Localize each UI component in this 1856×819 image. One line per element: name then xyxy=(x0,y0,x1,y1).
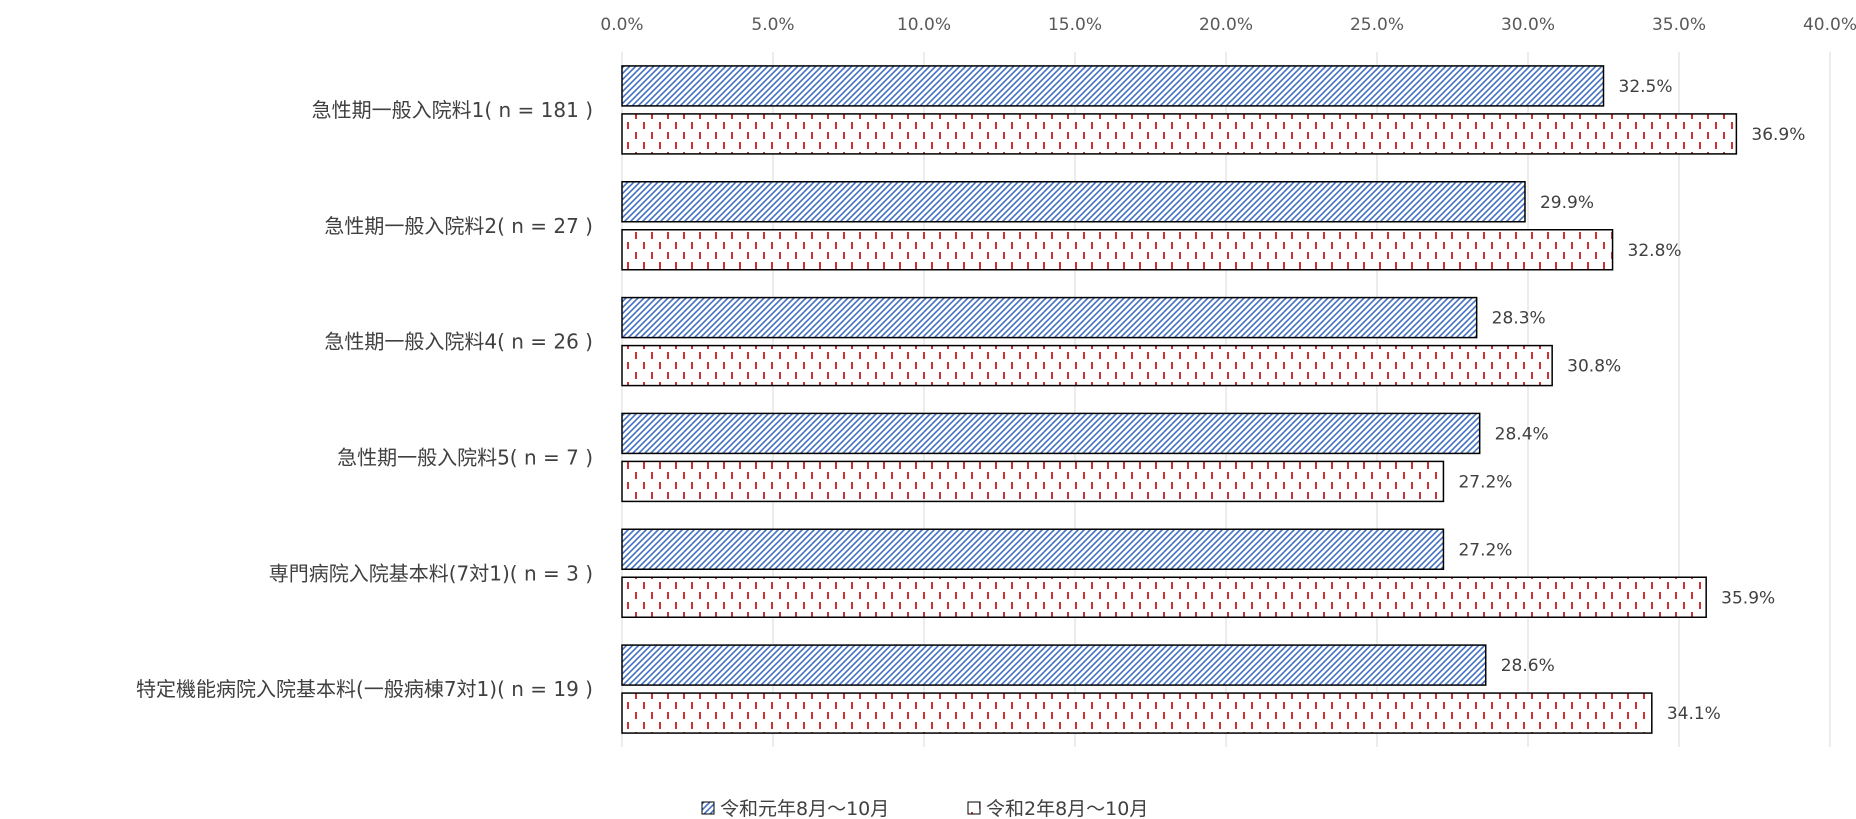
bar-series-1 xyxy=(621,412,1481,455)
y-axis: 急性期一般入院料1( n = 181 ) 急性期一般入院料2( n = 27 ) 急… xyxy=(136,98,593,701)
bar-series-2 xyxy=(621,576,1707,618)
data-label: 30.8% xyxy=(1567,357,1621,377)
data-label: 34.1% xyxy=(1667,704,1721,724)
data-label: 36.9% xyxy=(1751,125,1805,145)
bar-series-2 xyxy=(621,113,1738,155)
bar-series-2 xyxy=(621,460,1445,503)
bar-series-2 xyxy=(621,229,1614,271)
legend: 令和元年8月〜10月 令和2年8月〜10月 xyxy=(701,798,1148,819)
x-tick-label: 15.0% xyxy=(1048,15,1102,35)
category-label: 急性期一般入院料1( n = 181 ) xyxy=(312,98,593,122)
data-label: 32.5% xyxy=(1619,77,1673,97)
x-tick-label: 35.0% xyxy=(1652,15,1706,35)
x-tick-label: 30.0% xyxy=(1501,15,1555,35)
bar-series-2 xyxy=(621,344,1553,387)
x-tick-label: 25.0% xyxy=(1350,15,1404,35)
legend-item-series-2: 令和2年8月〜10月 xyxy=(967,798,1148,819)
x-tick-label: 10.0% xyxy=(897,15,951,35)
category-label: 急性期一般入院料4( n = 26 ) xyxy=(324,330,593,354)
x-tick-label: 0.0% xyxy=(600,15,643,35)
bar-series-1 xyxy=(621,181,1526,223)
gridlines xyxy=(621,52,1831,747)
x-tick-label: 20.0% xyxy=(1199,15,1253,35)
data-labels: 32.5% 36.9% 29.9% 32.8% 28.3% 30.8% 28.4% 27.2%… xyxy=(1458,77,1805,724)
legend-swatch-series-1 xyxy=(701,801,715,815)
bar-series-1 xyxy=(621,644,1487,686)
legend-item-series-1: 令和元年8月〜10月 xyxy=(701,798,889,819)
data-label: 28.3% xyxy=(1492,309,1546,329)
bar-series-2 xyxy=(621,692,1653,734)
data-label: 28.4% xyxy=(1495,424,1549,444)
category-label: 急性期一般入院料2( n = 27 ) xyxy=(324,214,593,238)
bars xyxy=(621,65,1738,734)
x-tick-label: 40.0% xyxy=(1803,15,1856,35)
data-label: 28.6% xyxy=(1501,656,1555,676)
category-label: 専門病院入院基本料(7対1)( n = 3 ) xyxy=(269,561,593,585)
bar-series-1 xyxy=(621,528,1445,570)
bar-series-1 xyxy=(621,65,1605,107)
legend-swatch-series-2 xyxy=(967,801,981,815)
data-label: 32.8% xyxy=(1628,241,1682,261)
legend-label-series-1: 令和元年8月〜10月 xyxy=(720,798,889,819)
category-label: 急性期一般入院料5( n = 7 ) xyxy=(337,445,593,469)
data-label: 35.9% xyxy=(1721,588,1775,608)
category-label: 特定機能病院入院基本料(一般病棟7対1)( n = 19 ) xyxy=(136,677,593,701)
data-label: 27.2% xyxy=(1458,540,1512,560)
data-label: 29.9% xyxy=(1540,193,1594,213)
x-axis: 0.0% 5.0% 10.0% 15.0% 20.0% 25.0% 30.0% 35.0% 40… xyxy=(600,15,1856,35)
bar-series-1 xyxy=(621,296,1478,339)
legend-label-series-2: 令和2年8月〜10月 xyxy=(986,798,1148,819)
data-label: 27.2% xyxy=(1458,472,1512,492)
x-tick-label: 5.0% xyxy=(751,15,794,35)
